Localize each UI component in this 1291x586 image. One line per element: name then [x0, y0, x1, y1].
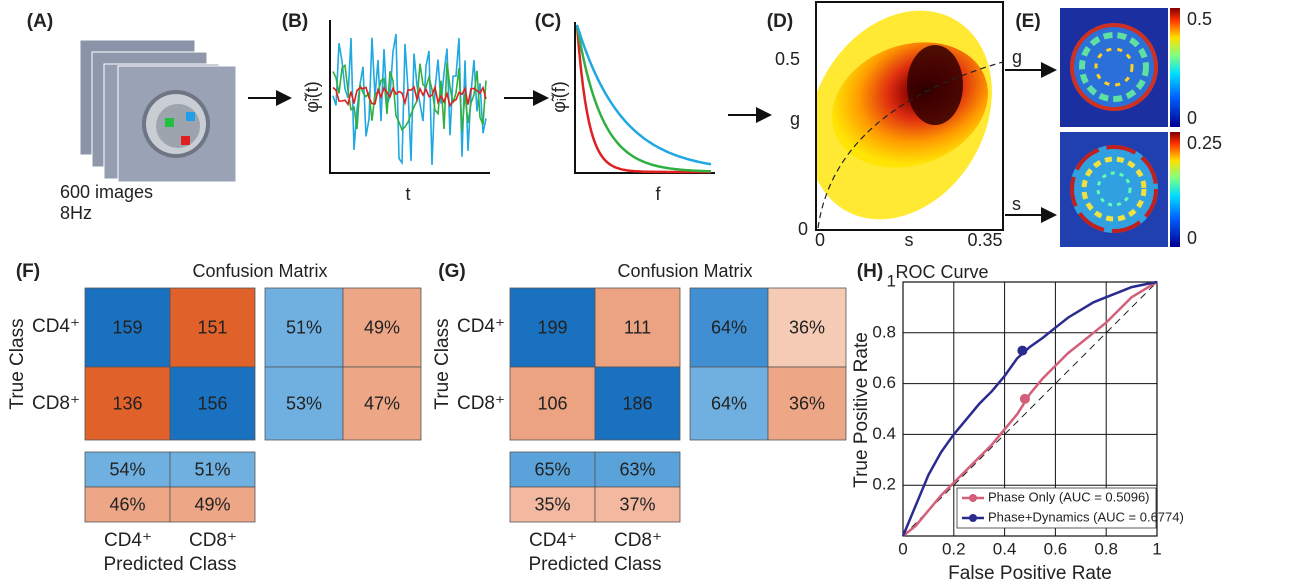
colorbar [1170, 132, 1180, 247]
class-label: CD8⁺ [457, 393, 505, 414]
cell-value: 35% [534, 494, 570, 514]
axis-label: g [790, 109, 800, 129]
y-tick-label: 0.6 [872, 373, 896, 392]
cell-value: 111 [624, 317, 651, 337]
x-tick-label: 0.4 [993, 539, 1017, 558]
x-tick-label: 0.6 [1044, 539, 1068, 558]
tick-label: 0 [1187, 228, 1197, 248]
matrix-title: Confusion Matrix [617, 261, 752, 281]
matrix-title: Confusion Matrix [192, 261, 327, 281]
operating-point [1020, 394, 1030, 404]
cell-value: 36% [789, 317, 825, 337]
cell-value: 36% [789, 393, 825, 413]
cell-value: 186 [622, 393, 652, 413]
cell-value: 51% [286, 317, 322, 337]
panel-label: (C) [535, 11, 561, 32]
x-tick-label: 1 [1152, 539, 1161, 558]
spectrum-curve [577, 25, 711, 172]
legend-label: Phase+Dynamics (AUC = 0.6774) [988, 509, 1184, 524]
cell-value: 47% [364, 393, 400, 413]
map-name: s [1012, 194, 1021, 214]
panel-label: (B) [282, 11, 308, 32]
tick-label: 0.35 [967, 230, 1002, 250]
cell-value: 156 [197, 393, 227, 413]
panel-label: (H) [857, 261, 883, 282]
class-label: CD8⁺ [614, 530, 662, 551]
x-tick-label: 0.2 [942, 539, 966, 558]
cell-value: 54% [109, 459, 145, 479]
map-image [1060, 132, 1168, 247]
cell-value: 136 [112, 393, 142, 413]
cell-value: 65% [534, 459, 570, 479]
tick-label: 0 [815, 230, 825, 250]
density-plot [771, 0, 1028, 253]
axis-label: φ̃ᵢ(t) [302, 81, 322, 113]
cell-value: 64% [711, 393, 747, 413]
cell-value: 49% [364, 317, 400, 337]
chart-title: ROC Curve [895, 262, 988, 282]
x-axis-label: False Positive Rate [948, 563, 1112, 584]
axis-label: φ̃ᵢ(f) [549, 81, 569, 113]
colorbar [1170, 8, 1180, 127]
axis-label: f [655, 184, 661, 204]
axis-label: Predicted Class [103, 554, 236, 575]
cell-value: 64% [711, 317, 747, 337]
legend-label: Phase Only (AUC = 0.5096) [988, 489, 1150, 504]
class-label: CD4⁺ [32, 316, 80, 337]
panel-label: (D) [767, 11, 793, 32]
axis-label: Predicted Class [528, 554, 661, 575]
class-label: CD4⁺ [457, 316, 505, 337]
signal-trace [333, 34, 486, 165]
panel-label: (A) [27, 11, 53, 32]
x-tick-label: 0 [898, 539, 907, 558]
y-axis-label: True Positive Rate [851, 332, 872, 488]
class-label: CD4⁺ [104, 530, 152, 551]
cell-value: 53% [286, 393, 322, 413]
cell-value: 159 [112, 317, 142, 337]
class-label: CD8⁺ [32, 393, 80, 414]
tick-label: 0.25 [1187, 133, 1222, 153]
cell-value: 106 [537, 393, 567, 413]
axis-label: t [405, 184, 410, 204]
cell-value: 51% [194, 459, 230, 479]
x-tick-label: 0.8 [1094, 539, 1118, 558]
class-label: CD4⁺ [529, 530, 577, 551]
y-tick-label: 0.2 [872, 475, 896, 494]
tick-label: 0 [1187, 108, 1197, 128]
cell-value: 49% [194, 494, 230, 514]
operating-point [1017, 346, 1027, 356]
cell-value: 37% [619, 494, 655, 514]
tick-label: 0.5 [775, 49, 800, 69]
image-stack [80, 40, 236, 182]
cell-value: 46% [109, 494, 145, 514]
caption: 8Hz [60, 203, 92, 223]
legend-swatch [969, 494, 977, 502]
panel-label: (F) [16, 261, 40, 282]
panel-label: (E) [1015, 11, 1040, 32]
axis-label: s [905, 230, 914, 250]
cell-value: 151 [197, 317, 227, 337]
tick-label: 0.5 [1187, 9, 1212, 29]
class-label: CD8⁺ [189, 530, 237, 551]
legend-swatch [969, 514, 977, 522]
map-image [1060, 8, 1168, 127]
axis-label: True Class [7, 318, 28, 409]
axis [575, 22, 715, 173]
cell-value: 63% [619, 459, 655, 479]
y-tick-label: 0.4 [872, 424, 896, 443]
cell-value: 199 [537, 317, 567, 337]
caption: 600 images [60, 182, 153, 202]
y-tick-label: 0.8 [872, 322, 896, 341]
axis-label: True Class [432, 318, 453, 409]
map-name: g [1012, 47, 1022, 67]
tick-label: 0 [798, 219, 808, 239]
panel-label: (G) [438, 261, 465, 282]
spectrum-curve [577, 25, 711, 164]
